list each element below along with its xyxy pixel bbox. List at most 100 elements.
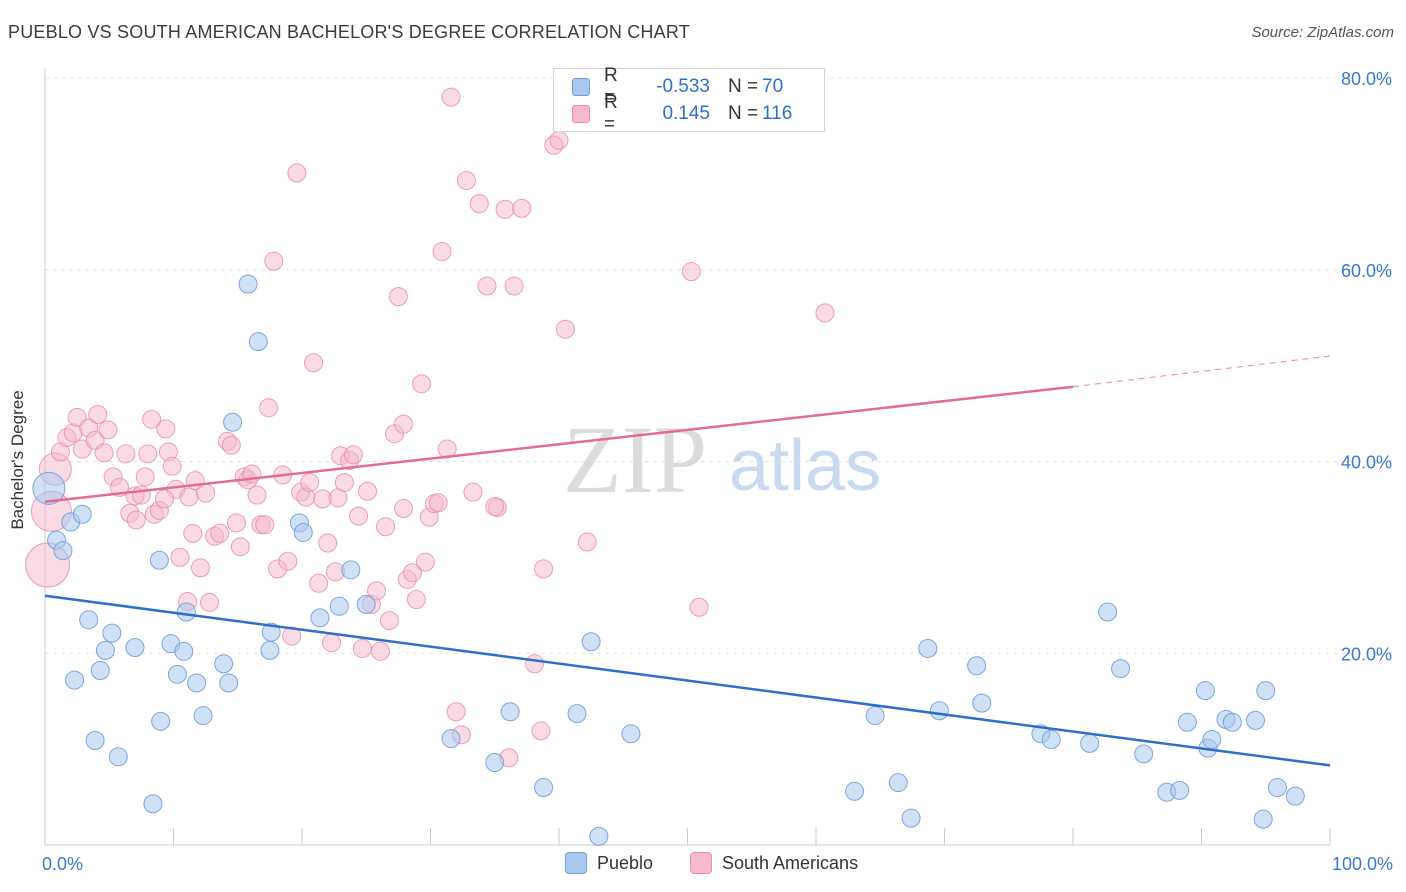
south-americans-point <box>577 532 597 552</box>
watermark-zip: ZIP <box>563 406 707 513</box>
pueblo-point <box>238 274 258 294</box>
south-americans-trend-extension <box>1072 355 1331 388</box>
pueblo-point <box>1195 681 1215 701</box>
pueblo-point <box>1267 777 1287 797</box>
pueblo-point <box>90 661 110 681</box>
south-americans-point <box>259 398 279 418</box>
pueblo-point <box>32 471 66 505</box>
south-americans-point <box>555 319 575 339</box>
x-tick-label-max: 100.0% <box>1332 854 1393 874</box>
south-americans-point <box>135 467 155 487</box>
south-americans-point <box>126 510 146 530</box>
south-americans-point <box>469 194 489 214</box>
pueblo-point <box>95 640 115 660</box>
pueblo-point <box>567 704 587 724</box>
south-americans-point <box>815 303 835 323</box>
south-americans-point <box>376 517 396 537</box>
south-americans-point <box>88 405 108 425</box>
pueblo-point <box>143 794 163 814</box>
south-americans-point <box>485 497 505 517</box>
pueblo-point <box>356 594 376 614</box>
legend-row-south-americans: R = 0.145 N = 116 <box>572 92 792 135</box>
south-americans-point <box>534 559 554 579</box>
pueblo-point <box>329 596 349 616</box>
correlation-legend: R = -0.533 N = 70 R = 0.145 N = 116 <box>553 65 825 135</box>
n-value: 70 <box>762 76 784 97</box>
south-americans-point <box>98 420 118 440</box>
pueblo-point <box>167 664 187 684</box>
legend-label-pueblo: Pueblo <box>597 852 654 873</box>
n-label: N = <box>728 103 759 124</box>
source-label: Source: ZipAtlas.com <box>1251 24 1394 41</box>
pueblo-points <box>32 274 1305 846</box>
south-americans-point <box>138 444 158 464</box>
pueblo-point <box>865 706 885 726</box>
r-value: 0.145 <box>662 103 710 124</box>
pueblo-point <box>53 541 73 561</box>
pueblo-point <box>888 773 908 793</box>
legend-item-pueblo[interactable]: Pueblo <box>565 852 653 874</box>
south-americans-point <box>415 552 435 572</box>
pueblo-point <box>967 656 987 676</box>
y-tick-label: 60.0% <box>1341 261 1392 281</box>
pueblo-point <box>1285 786 1305 806</box>
south-americans-point <box>512 198 532 218</box>
south-americans-point <box>689 597 709 617</box>
pueblo-point <box>151 711 171 731</box>
south-americans-point <box>432 242 452 262</box>
trend-lines <box>44 355 1331 767</box>
south-americans-point <box>358 481 378 501</box>
south-americans-point <box>196 483 216 503</box>
pueblo-point <box>293 522 313 542</box>
watermark: ZIP atlas <box>563 406 881 513</box>
pueblo-point <box>1202 730 1222 750</box>
pueblo-point <box>1134 744 1154 764</box>
south-americans-point <box>504 276 524 296</box>
south-americans-point <box>199 592 219 612</box>
r-label: R = <box>604 65 618 108</box>
pueblo-point <box>500 702 520 722</box>
pueblo-swatch <box>572 78 590 96</box>
south-americans-swatch <box>572 105 590 123</box>
pueblo-point <box>108 747 128 767</box>
south-americans-point <box>287 163 307 183</box>
south-americans-point <box>230 537 250 557</box>
pueblo-trend-line <box>44 594 1331 767</box>
south-americans-point <box>349 506 369 526</box>
south-americans-point <box>304 353 324 373</box>
south-americans-point <box>437 439 457 459</box>
r-label: R = <box>604 92 618 135</box>
pueblo-point <box>485 753 505 773</box>
pueblo-point <box>219 673 239 693</box>
south-americans-point <box>549 130 569 150</box>
pueblo-point <box>214 654 234 674</box>
grid-lines <box>45 77 1392 654</box>
pueblo-point <box>341 560 361 580</box>
south-americans-point <box>394 414 414 434</box>
tick-labels: 20.0% 40.0% 60.0% 80.0% 0.0% 100.0% <box>42 69 1393 874</box>
south-americans-point <box>463 482 483 502</box>
watermark-atlas: atlas <box>729 426 881 506</box>
south-americans-point <box>142 409 162 429</box>
south-americans-point <box>367 581 387 601</box>
pueblo-point <box>581 632 601 652</box>
pueblo-point <box>1177 712 1197 732</box>
r-value: -0.533 <box>656 76 710 97</box>
pueblo-point <box>176 602 196 622</box>
legend-item-south-americans[interactable]: South Americans <box>690 852 858 874</box>
south-americans-point <box>278 551 298 571</box>
pueblo-point <box>102 623 122 643</box>
y-tick-label: 80.0% <box>1341 69 1392 89</box>
pueblo-point <box>1080 733 1100 753</box>
pueblo-point <box>918 638 938 658</box>
pueblo-point <box>845 781 865 801</box>
pueblo-point <box>1041 730 1061 750</box>
south-americans-point <box>210 523 230 543</box>
south-americans-point <box>247 485 267 505</box>
south-americans-point <box>156 419 176 439</box>
south-americans-swatch <box>690 852 712 874</box>
south-americans-point <box>525 654 545 674</box>
south-americans-point <box>190 558 210 578</box>
south-americans-point <box>162 456 182 476</box>
pueblo-point <box>125 637 145 657</box>
